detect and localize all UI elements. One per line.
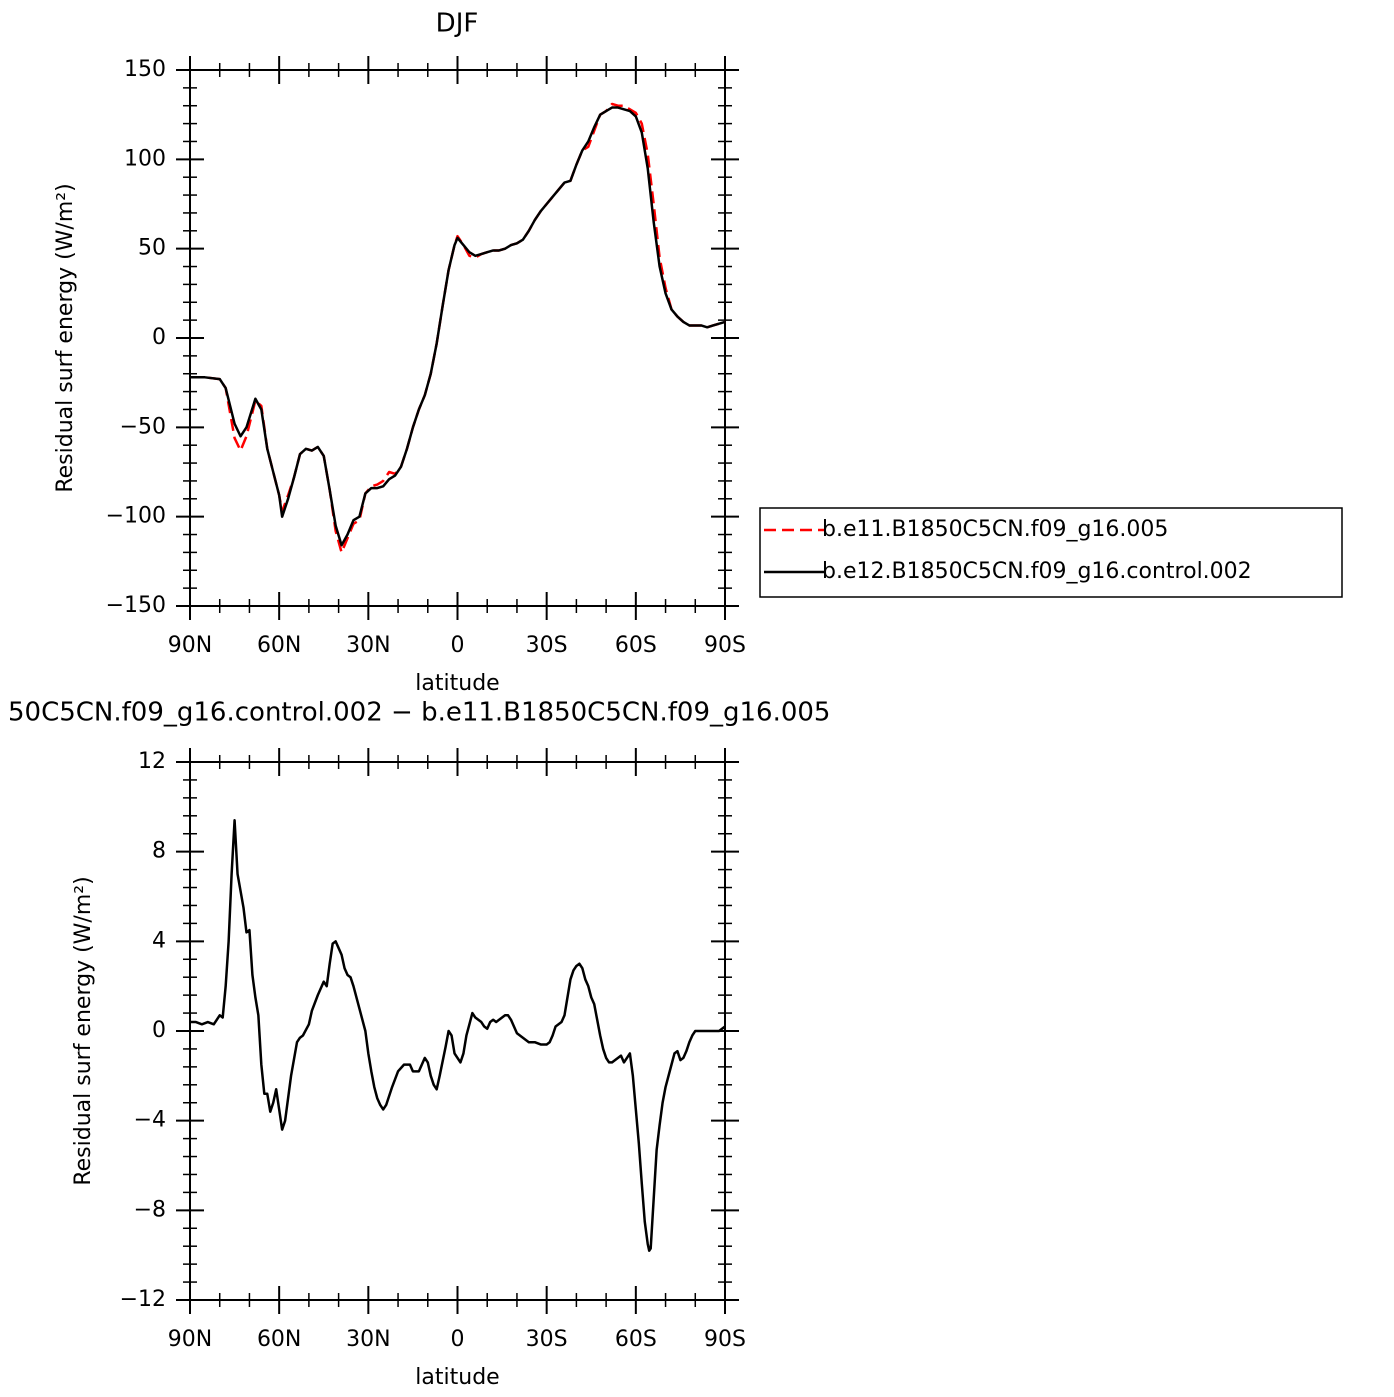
x-axis-label: latitude (415, 671, 499, 696)
x-tick-label: 0 (451, 633, 465, 658)
x-tick-label: 90N (168, 633, 212, 658)
legend-box (759, 507, 1343, 598)
y-tick-label: −50 (120, 414, 166, 439)
y-tick-label: 50 (138, 236, 166, 261)
plot-frame (189, 69, 726, 607)
x-tick-label: 30S (526, 633, 568, 658)
y-tick-label: 8 (152, 839, 166, 864)
x-tick-label: 30N (346, 633, 390, 658)
y-tick-label: −100 (106, 504, 166, 529)
x-tick-label: 30S (526, 1327, 568, 1352)
y-tick-label: −150 (106, 593, 166, 618)
x-axis-label: latitude (415, 1365, 499, 1390)
x-tick-label: 90S (704, 633, 746, 658)
plot-frame (189, 761, 726, 1301)
y-axis-label: Residual surf energy (W/m²) (71, 876, 96, 1185)
x-tick-label: 0 (451, 1327, 465, 1352)
legend-label: b.e11.B1850C5CN.f09_g16.005 (822, 517, 1168, 542)
x-tick-label: 60N (257, 633, 301, 658)
x-tick-label: 90S (704, 1327, 746, 1352)
x-tick-label: 60N (257, 1327, 301, 1352)
data-line (190, 819, 726, 1252)
y-tick-label: 12 (138, 749, 166, 774)
data-line (190, 106, 726, 547)
chart-title: 50C5CN.f09_g16.control.002 − b.e11.B1850… (8, 698, 830, 728)
x-tick-label: 90N (168, 1327, 212, 1352)
y-tick-label: 0 (152, 325, 166, 350)
data-line (190, 102, 726, 554)
legend-label: b.e12.B1850C5CN.f09_g16.control.002 (822, 559, 1252, 584)
y-tick-label: 150 (124, 57, 166, 82)
x-tick-label: 60S (615, 1327, 657, 1352)
y-tick-label: 100 (124, 146, 166, 171)
y-tick-label: −12 (120, 1287, 166, 1312)
y-tick-label: −4 (134, 1108, 166, 1133)
chart-title: DJF (436, 9, 479, 39)
y-tick-label: 4 (152, 928, 166, 953)
y-axis-label: Residual surf energy (W/m²) (53, 183, 78, 492)
y-tick-label: 0 (152, 1018, 166, 1043)
y-tick-label: −8 (134, 1197, 166, 1222)
x-tick-label: 60S (615, 633, 657, 658)
x-tick-label: 30N (346, 1327, 390, 1352)
